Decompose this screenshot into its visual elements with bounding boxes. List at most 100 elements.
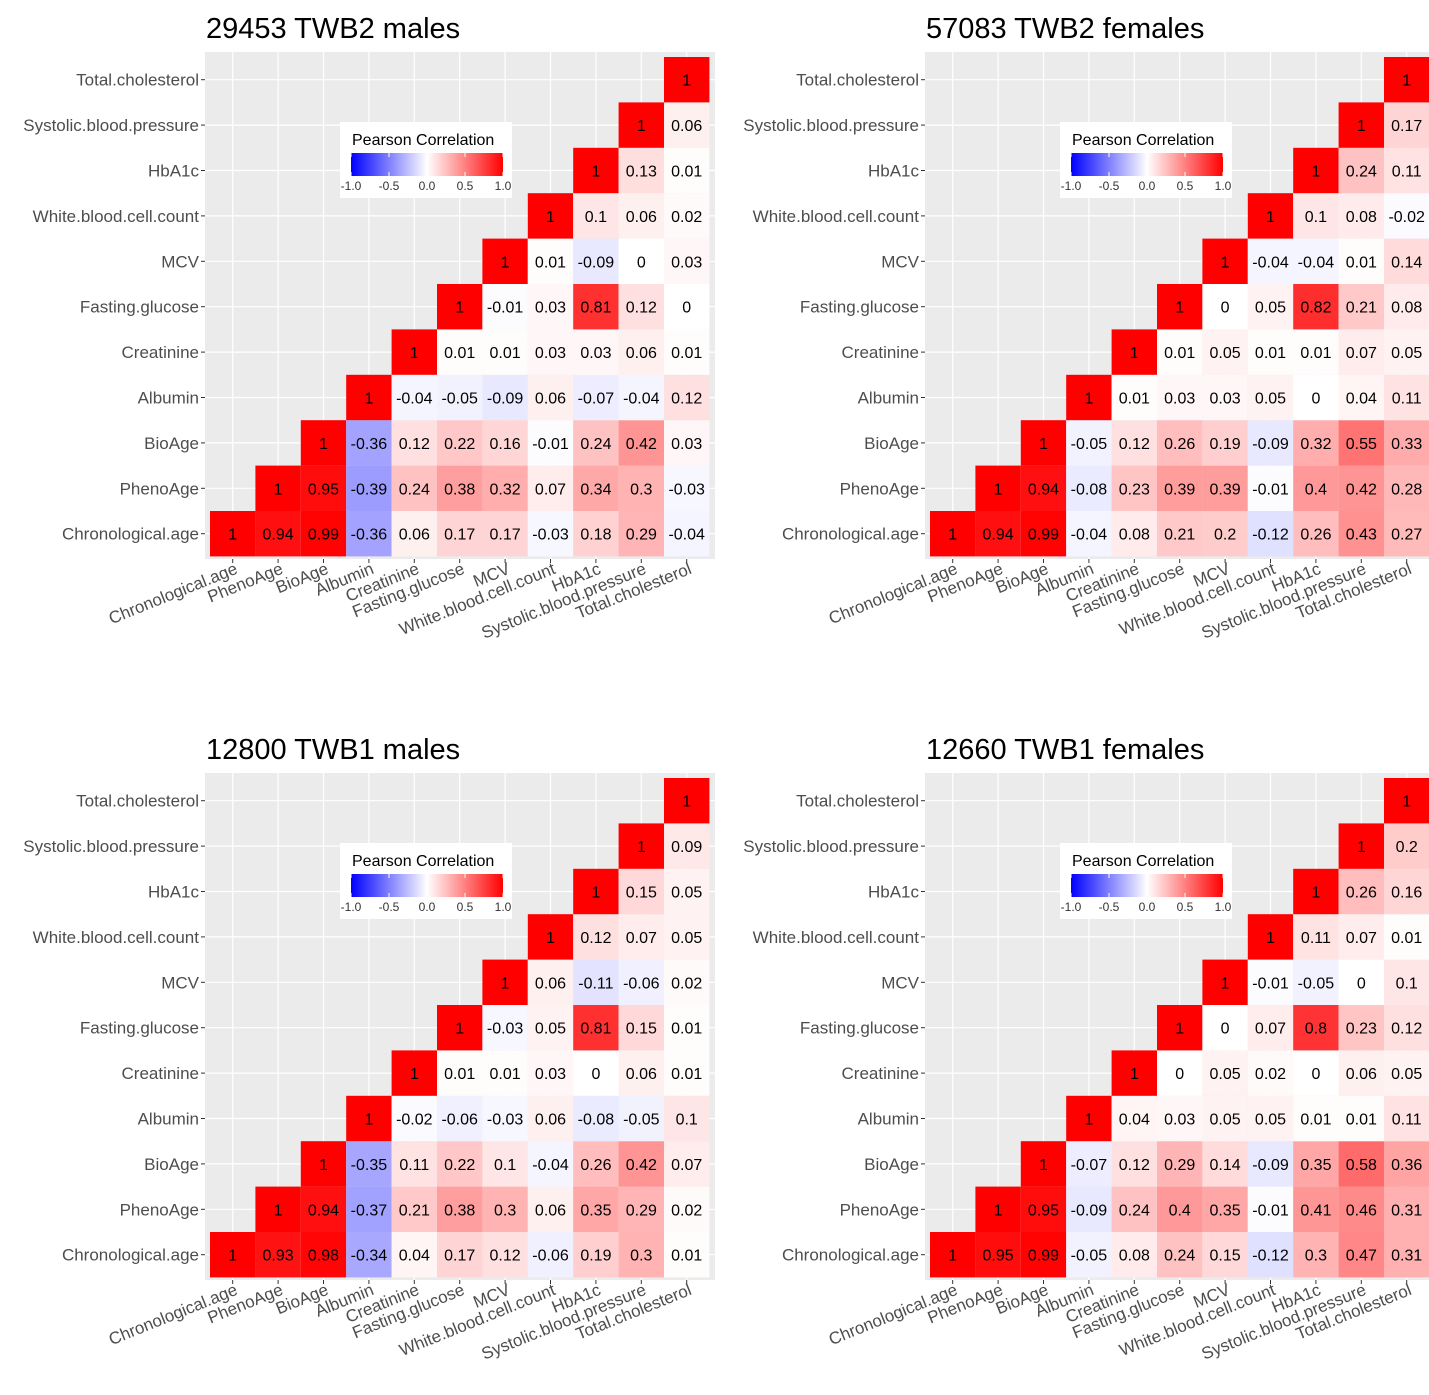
cell-value-label: 0.4 bbox=[1169, 1202, 1191, 1219]
cell-value-label: -0.05 bbox=[1071, 1248, 1108, 1265]
cell-value-label: 0.31 bbox=[1391, 1248, 1422, 1265]
cell-value-label: 0.12 bbox=[580, 930, 611, 947]
heatmap-cell bbox=[1202, 511, 1248, 557]
heatmap-cell bbox=[482, 329, 528, 375]
heatmap-cell bbox=[1157, 1141, 1203, 1187]
heatmap-cell bbox=[527, 284, 574, 330]
heatmap-cell bbox=[255, 465, 301, 511]
heatmap-cell bbox=[391, 1186, 437, 1232]
cell-value-label: 0.05 bbox=[671, 885, 702, 902]
cell-value-label: 0.08 bbox=[1391, 300, 1422, 317]
cell-value-label: 0.24 bbox=[1346, 164, 1377, 181]
cell-value-label: 1 bbox=[1039, 436, 1048, 453]
cell-value-label: 0.07 bbox=[671, 1157, 702, 1174]
heatmap-cell bbox=[437, 374, 483, 421]
heatmap-cell bbox=[300, 420, 347, 466]
heatmap-cell bbox=[664, 823, 710, 869]
legend-tick-label: 0.0 bbox=[1139, 900, 1156, 914]
cell-value-label: 1 bbox=[1084, 1112, 1093, 1129]
cell-value-label: 0.12 bbox=[1119, 1157, 1150, 1174]
heatmap-cell bbox=[1338, 193, 1384, 239]
heatmap-cell bbox=[664, 868, 710, 915]
heatmap-cell bbox=[573, 147, 619, 194]
heatmap-cell bbox=[527, 1186, 574, 1232]
legend-tick-label: -1.0 bbox=[1061, 179, 1082, 193]
heatmap-cell bbox=[1111, 1141, 1157, 1187]
heatmap-cell bbox=[1293, 914, 1339, 960]
chart-title: 29453 TWB2 males bbox=[206, 13, 460, 45]
cell-value-label: -0.03 bbox=[532, 527, 569, 544]
heatmap-cell bbox=[1247, 284, 1294, 330]
heatmap-cell bbox=[573, 284, 619, 330]
cell-value-label: 0.1 bbox=[676, 1112, 698, 1129]
legend-colorbar bbox=[1071, 153, 1223, 176]
y-tick-label: Systolic.blood.pressure bbox=[743, 837, 919, 856]
cell-value-label: 0.29 bbox=[1164, 1157, 1195, 1174]
heatmap-cell bbox=[1247, 1050, 1294, 1096]
heatmap-cell bbox=[573, 511, 619, 557]
cell-value-label: 1 bbox=[1266, 930, 1275, 947]
legend-tick-label: -0.5 bbox=[379, 900, 400, 914]
heatmap-cell bbox=[1338, 147, 1384, 194]
heatmap-cell bbox=[975, 1186, 1021, 1232]
cell-value-label: -0.08 bbox=[578, 1112, 615, 1129]
cell-value-label: 0.03 bbox=[1164, 1112, 1195, 1129]
heatmap-cell bbox=[527, 1095, 574, 1142]
heatmap-cell bbox=[573, 374, 619, 421]
heatmap-cell bbox=[1384, 511, 1429, 557]
cell-value-label: 0.34 bbox=[580, 481, 611, 498]
cell-value-label: 0.05 bbox=[535, 1021, 566, 1038]
heatmap-cell bbox=[527, 1050, 574, 1096]
heatmap-cell bbox=[391, 420, 437, 466]
cell-value-label: 0.02 bbox=[671, 975, 702, 992]
heatmap-cell bbox=[664, 1232, 710, 1278]
cell-value-label: 1 bbox=[1221, 254, 1230, 271]
heatmap-cell bbox=[300, 1141, 347, 1187]
heatmap-cell bbox=[1202, 1232, 1248, 1278]
heatmap-cell bbox=[618, 823, 664, 869]
heatmap-cell bbox=[1338, 868, 1384, 915]
cell-value-label: 0 bbox=[1221, 1021, 1230, 1038]
legend: Pearson Correlation -1.0 -0.5 0.0 0.5 1.0 bbox=[1060, 843, 1232, 919]
cell-value-label: 0.03 bbox=[1210, 391, 1241, 408]
cell-value-label: -0.04 bbox=[1298, 254, 1335, 271]
y-tick-label: MCV bbox=[881, 252, 919, 271]
cell-value-label: 1 bbox=[682, 794, 691, 811]
heatmap-cell bbox=[1293, 420, 1339, 466]
cell-value-label: 0 bbox=[1175, 1066, 1184, 1083]
cell-value-label: 0.81 bbox=[580, 300, 611, 317]
cell-value-label: 1 bbox=[1175, 1021, 1184, 1038]
y-tick-label: Systolic.blood.pressure bbox=[23, 116, 199, 135]
cell-value-label: 0.8 bbox=[1305, 1021, 1327, 1038]
cell-value-label: -0.01 bbox=[1252, 1202, 1289, 1219]
heatmap-cell bbox=[391, 465, 437, 511]
heatmap-cell bbox=[618, 1232, 664, 1278]
cell-value-label: 0.94 bbox=[1028, 481, 1059, 498]
cell-value-label: 1 bbox=[1175, 300, 1184, 317]
cell-value-label: -0.02 bbox=[1388, 209, 1425, 226]
legend-title: Pearson Correlation bbox=[352, 132, 494, 149]
heatmap-cell bbox=[573, 1186, 619, 1232]
heatmap-cell bbox=[618, 465, 664, 511]
cell-value-label: 0.94 bbox=[308, 1202, 339, 1219]
cell-value-label: 0.15 bbox=[626, 1021, 657, 1038]
heatmap-cell bbox=[346, 420, 392, 466]
legend: Pearson Correlation -1.0 -0.5 0.0 0.5 1.0 bbox=[340, 122, 512, 198]
cell-value-label: 0.23 bbox=[1346, 1021, 1377, 1038]
heatmap-cell bbox=[1111, 1232, 1157, 1278]
heatmap-cell bbox=[1247, 1141, 1294, 1187]
y-tick-label: Albumin bbox=[858, 389, 919, 408]
cell-value-label: 0.1 bbox=[1396, 975, 1418, 992]
cell-value-label: 0.94 bbox=[263, 527, 294, 544]
cell-value-label: 1 bbox=[1084, 391, 1093, 408]
heatmap-cell bbox=[1338, 465, 1384, 511]
cell-value-label: 0.03 bbox=[535, 1066, 566, 1083]
cell-value-label: 0.06 bbox=[535, 391, 566, 408]
heatmap-cell bbox=[437, 1095, 483, 1142]
cell-value-label: 0.12 bbox=[1119, 436, 1150, 453]
heatmap-cell bbox=[210, 1232, 256, 1278]
cell-value-label: 0.03 bbox=[671, 436, 702, 453]
cell-value-label: 0.47 bbox=[1346, 1248, 1377, 1265]
heatmap-cell bbox=[1384, 778, 1429, 824]
heatmap-cell bbox=[573, 1005, 619, 1051]
